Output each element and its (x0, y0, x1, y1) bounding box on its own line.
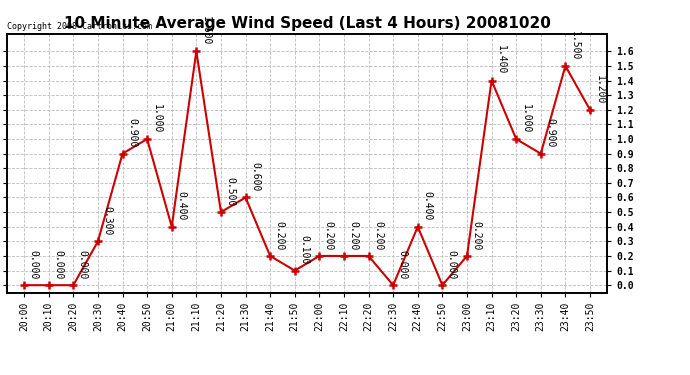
Text: 0.000: 0.000 (53, 250, 63, 279)
Text: 0.000: 0.000 (78, 250, 88, 279)
Text: 1.600: 1.600 (201, 16, 210, 45)
Text: 0.400: 0.400 (176, 192, 186, 221)
Text: 0.200: 0.200 (373, 221, 383, 250)
Text: 0.600: 0.600 (250, 162, 260, 192)
Text: Copyright 2008 Cartronics.com: Copyright 2008 Cartronics.com (7, 22, 152, 31)
Text: 0.100: 0.100 (299, 236, 309, 265)
Text: 0.000: 0.000 (447, 250, 457, 279)
Text: 1.400: 1.400 (496, 45, 506, 75)
Text: 0.200: 0.200 (471, 221, 482, 250)
Text: 0.200: 0.200 (348, 221, 358, 250)
Text: 1.000: 1.000 (152, 104, 161, 133)
Text: 1.500: 1.500 (570, 31, 580, 60)
Text: 0.000: 0.000 (397, 250, 408, 279)
Text: 0.400: 0.400 (422, 192, 432, 221)
Text: 0.200: 0.200 (324, 221, 334, 250)
Title: 10 Minute Average Wind Speed (Last 4 Hours) 20081020: 10 Minute Average Wind Speed (Last 4 Hou… (63, 16, 551, 31)
Text: 1.200: 1.200 (594, 75, 604, 104)
Text: 1.000: 1.000 (520, 104, 531, 133)
Text: 0.900: 0.900 (545, 118, 555, 148)
Text: 0.000: 0.000 (28, 250, 39, 279)
Text: 0.500: 0.500 (226, 177, 235, 206)
Text: 0.200: 0.200 (275, 221, 284, 250)
Text: 0.300: 0.300 (102, 206, 112, 236)
Text: 0.900: 0.900 (127, 118, 137, 148)
